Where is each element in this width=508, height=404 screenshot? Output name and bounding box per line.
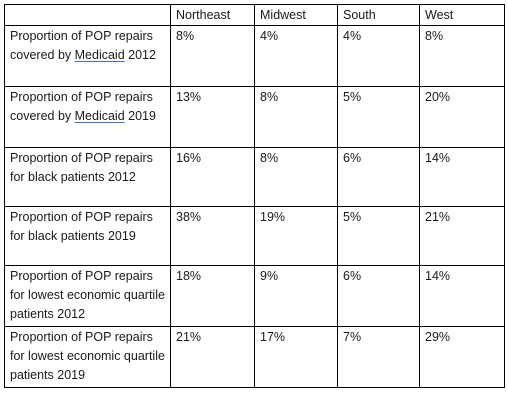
row-label-year: 2012	[124, 48, 156, 62]
cell-midwest: 8%	[254, 86, 338, 148]
cell-west: 20%	[419, 86, 505, 148]
cell-south: 5%	[337, 86, 420, 148]
medicaid-link-text: Medicaid	[74, 48, 125, 62]
header-south: South	[337, 4, 420, 26]
row-label-text: Proportion of POP repairs covered by	[10, 90, 153, 123]
row-label: Proportion of POP repairs for lowest eco…	[4, 326, 171, 388]
cell-south: 5%	[337, 206, 420, 266]
header-empty	[4, 4, 171, 26]
row-label: Proportion of POP repairs for black pati…	[4, 147, 171, 207]
cell-midwest: 17%	[254, 326, 338, 388]
row-label: Proportion of POP repairs for lowest eco…	[4, 265, 171, 327]
table-row: Proportion of POP repairs for lowest eco…	[4, 326, 505, 388]
medicaid-link-text: Medicaid	[74, 109, 125, 123]
table-container: Northeast Midwest South West Proportion …	[4, 4, 505, 388]
cell-west: 8%	[419, 25, 505, 87]
cell-northeast: 38%	[170, 206, 255, 266]
cell-west: 21%	[419, 206, 505, 266]
cell-south: 6%	[337, 147, 420, 207]
row-label: Proportion of POP repairs for black pati…	[4, 206, 171, 266]
table-row: Proportion of POP repairs covered by Med…	[4, 25, 505, 87]
cell-northeast: 18%	[170, 265, 255, 327]
cell-northeast: 8%	[170, 25, 255, 87]
row-label-text: Proportion of POP repairs covered by	[10, 29, 153, 62]
table-row: Proportion of POP repairs covered by Med…	[4, 86, 505, 148]
cell-south: 4%	[337, 25, 420, 87]
header-northeast: Northeast	[170, 4, 255, 26]
cell-midwest: 4%	[254, 25, 338, 87]
row-label: Proportion of POP repairs covered by Med…	[4, 86, 171, 148]
cell-midwest: 8%	[254, 147, 338, 207]
cell-northeast: 21%	[170, 326, 255, 388]
table-row: Proportion of POP repairs for black pati…	[4, 206, 505, 266]
row-label: Proportion of POP repairs covered by Med…	[4, 25, 171, 87]
table-row: Proportion of POP repairs for black pati…	[4, 147, 505, 207]
cell-west: 14%	[419, 147, 505, 207]
header-midwest: Midwest	[254, 4, 338, 26]
header-west: West	[419, 4, 505, 26]
pop-repairs-table: Northeast Midwest South West Proportion …	[4, 4, 505, 388]
cell-west: 14%	[419, 265, 505, 327]
cell-northeast: 16%	[170, 147, 255, 207]
cell-south: 6%	[337, 265, 420, 327]
cell-west: 29%	[419, 326, 505, 388]
cell-midwest: 9%	[254, 265, 338, 327]
header-row: Northeast Midwest South West	[4, 4, 505, 26]
row-label-year: 2019	[124, 109, 156, 123]
cell-midwest: 19%	[254, 206, 338, 266]
cell-northeast: 13%	[170, 86, 255, 148]
cell-south: 7%	[337, 326, 420, 388]
table-row: Proportion of POP repairs for lowest eco…	[4, 265, 505, 327]
